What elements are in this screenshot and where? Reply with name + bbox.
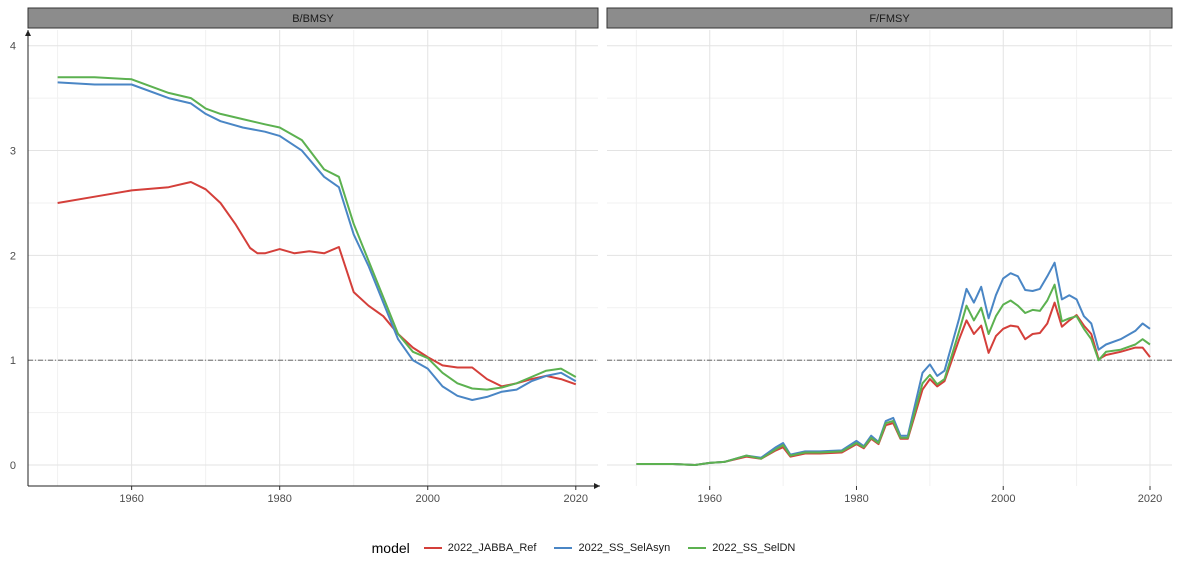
panel-strip [606,7,1173,29]
x-tick-label: 2000 [991,493,1015,505]
series-line [636,301,1151,466]
x-tick-label: 1960 [119,493,143,505]
legend-label: 2022_SS_SelAsyn [578,542,671,554]
y-tick-label: 2 [10,250,16,262]
grid [607,30,1172,486]
x-tick-label: 2020 [564,493,588,505]
legend-item: 2022_SS_SelDN [688,542,795,554]
series-line [57,181,577,388]
x-tick-label: 1960 [697,493,721,505]
panel-title: B/BMSY [292,13,334,25]
legend-label: 2022_JABBA_Ref [447,542,537,554]
legend-item: 2022_SS_SelAsyn [554,542,670,554]
y-tick-label: 0 [10,460,16,472]
x-tick-label: 2000 [415,493,439,505]
legend-key-ss-selasyn [554,547,573,549]
panel-strip [27,7,599,29]
legend-label: 2022_SS_SelDN [712,542,796,554]
series-line [636,261,1151,466]
legend: model 2022_JABBA_Ref 2022_SS_SelAsyn 202… [0,540,1177,556]
legend-title: model [371,540,410,556]
y-tick-label: 3 [10,146,16,158]
series-line [57,81,577,401]
y-tick-label: 1 [10,355,16,367]
legend-item: 2022_JABBA_Ref [423,542,537,554]
series-line [57,76,577,391]
x-tick-label: 1980 [267,493,291,505]
grid [28,30,598,486]
x-tick-label: 1980 [844,493,868,505]
x-tick-label: 2020 [1138,493,1162,505]
series-line [636,283,1151,466]
y-tick-label: 4 [10,41,16,53]
legend-key-jabba-ref [423,547,442,549]
legend-key-ss-seldn [688,547,707,549]
panel-title: F/FMSY [869,13,910,25]
